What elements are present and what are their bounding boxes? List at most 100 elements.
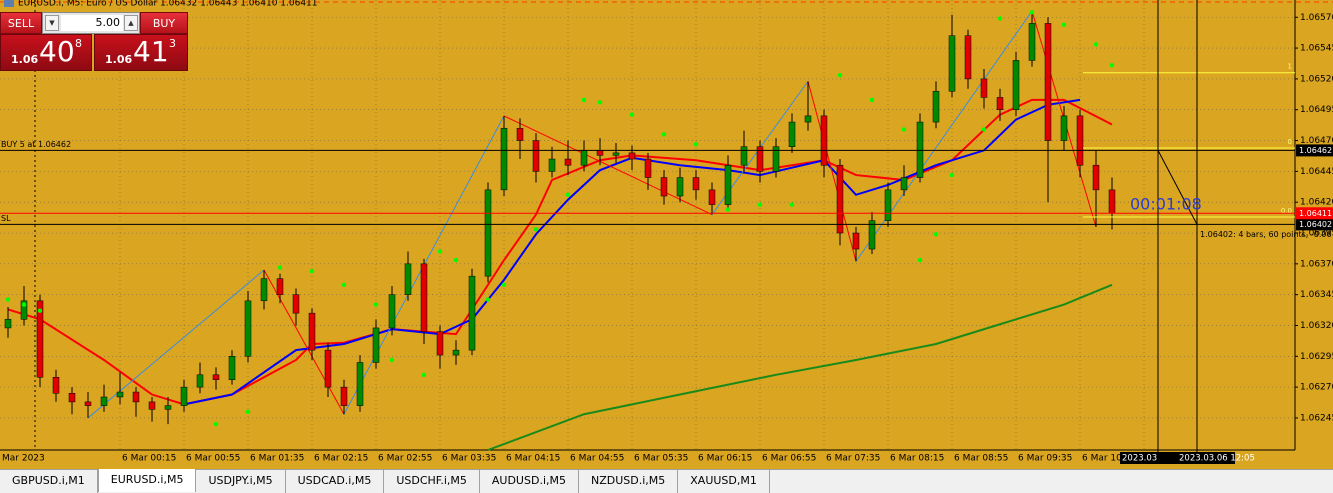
candle-body (404, 263, 412, 295)
y-tick-label: 1.06570 (1300, 13, 1333, 23)
chart-title: EURUSD.i, M5: Euro / US Dollar 1.06432 1… (18, 0, 318, 9)
sar-dot (533, 227, 539, 232)
time-box-label: 2023.03.06 12:05 (1179, 454, 1255, 464)
sar-dot (1109, 63, 1115, 68)
x-tick-label: 6 Mar 03:35 (442, 454, 496, 464)
candle-body (1012, 60, 1020, 110)
candle-body (868, 220, 876, 250)
sar-dot (837, 73, 843, 78)
y-tick-label: 1.06520 (1300, 74, 1333, 84)
candle-body (836, 164, 844, 234)
price-tag-label: 1.06462 (1299, 146, 1332, 155)
chart-tab[interactable]: NZDUSD.i,M5 (579, 470, 679, 493)
axis-corner (1295, 450, 1333, 469)
candle-body (660, 177, 668, 197)
chart-tab[interactable]: USDCAD.i,M5 (286, 470, 385, 493)
candle-body (516, 127, 524, 141)
sar-dot (1029, 10, 1035, 15)
order-level-label: SL (1, 214, 11, 223)
sar-dot (997, 16, 1003, 21)
candle-body (244, 300, 252, 357)
zigzag-segment (855, 10, 1033, 262)
candle-body (292, 294, 300, 314)
y-tick-label: 1.06270 (1300, 383, 1333, 393)
sar-dot (341, 282, 347, 287)
sar-dot (901, 127, 907, 132)
moving-average (487, 283, 1113, 451)
candle-body (852, 232, 860, 250)
candle-body (52, 377, 60, 394)
sell-price[interactable]: 1.06 40 8 (0, 34, 92, 71)
chart: EURUSD.i, M5: Euro / US Dollar 1.06432 1… (0, 0, 1333, 469)
y-tick-label: 1.06445 (1300, 167, 1333, 177)
volume-input[interactable]: 5.00 (61, 15, 123, 31)
sar-dot (789, 202, 795, 207)
chart-tab[interactable]: XAUUSD,M1 (678, 470, 770, 493)
candle-body (260, 278, 268, 302)
candle-body (756, 146, 764, 172)
x-tick-label: 6 Mar 05:35 (634, 454, 688, 464)
candle-body (564, 158, 572, 166)
buy-button[interactable]: BUY (140, 12, 188, 34)
x-tick-label: 6 Mar 06:55 (762, 454, 816, 464)
order-level-label: BUY 5 at 1.06462 (1, 140, 71, 149)
price-tag (1296, 144, 1333, 157)
candle-body (276, 278, 284, 295)
candle-body (900, 177, 908, 191)
candle-body (980, 78, 988, 98)
candle-body (804, 115, 812, 123)
y-tick-label: 1.06345 (1300, 290, 1333, 300)
candle-body (964, 35, 972, 80)
candle-body (948, 35, 956, 92)
zigzag-segment (87, 269, 265, 419)
chart-tab[interactable]: GBPUSD.i,M1 (0, 470, 98, 493)
sar-dot (453, 257, 459, 263)
candle-body (612, 152, 620, 156)
candle-body (740, 146, 748, 166)
buy-price[interactable]: 1.06 41 3 (94, 34, 188, 71)
sar-dot (933, 232, 939, 237)
volume-down[interactable]: ▼ (45, 15, 59, 31)
candle-body (180, 386, 188, 406)
volume-up[interactable]: ▲ (124, 15, 138, 31)
candle-body (692, 177, 700, 191)
sar-dot (565, 192, 571, 197)
x-tick-label: 6 Mar 10:15 (1082, 454, 1136, 464)
candle-body (500, 127, 508, 191)
sell-button[interactable]: SELL (0, 12, 42, 34)
candle-body (884, 189, 892, 221)
fraction: 3 (169, 37, 176, 50)
zigzag-segment (263, 269, 345, 415)
candle-body (468, 275, 476, 351)
chart-tab[interactable]: AUDUSD.i,M5 (480, 470, 579, 493)
y-tick-label: 1.06245 (1300, 413, 1333, 423)
x-tick-label: Mar 2023 (2, 454, 45, 464)
candle-body (1076, 115, 1084, 166)
volume-control: ▼ 5.00 ▲ (42, 12, 140, 34)
trend-line (1157, 150, 1198, 225)
chart-tab[interactable]: USDJPY.i,M5 (196, 470, 286, 493)
candle-body (1060, 115, 1068, 141)
candle-body (20, 300, 28, 320)
sar-dot (725, 207, 731, 212)
pips: 40 (39, 35, 75, 68)
fraction: 8 (75, 37, 82, 50)
candle-body (452, 349, 460, 356)
sar-dot (1093, 42, 1099, 47)
candle-body (324, 349, 332, 388)
sar-dot (981, 127, 987, 132)
x-tick-label: 6 Mar 00:15 (122, 454, 176, 464)
chart-tab[interactable]: EURUSD.i,M5 (97, 469, 197, 492)
chart-tab[interactable]: USDCHF.i,M5 (384, 470, 480, 493)
candle-body (932, 90, 940, 123)
candle-body (356, 362, 364, 406)
y-tick-label: 1.06470 (1300, 136, 1333, 146)
candle-body (84, 401, 92, 406)
sar-dot (485, 297, 491, 302)
x-tick-label: 6 Mar 08:15 (890, 454, 944, 464)
candle-body (996, 97, 1004, 110)
candle-body (372, 327, 380, 363)
sar-dot (5, 297, 11, 302)
sar-dot (757, 202, 763, 207)
